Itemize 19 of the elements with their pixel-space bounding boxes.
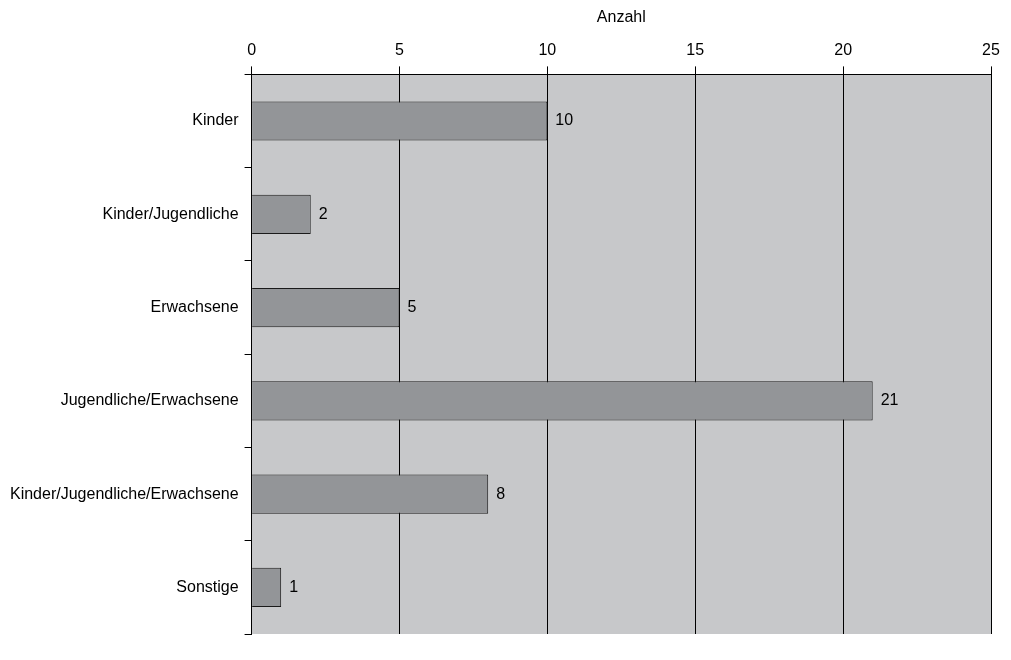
- y-tick-label: Jugendliche/Erwachsene: [60, 391, 239, 409]
- data-label: 8: [496, 484, 506, 502]
- y-tick-label: Kinder: [192, 111, 240, 129]
- x-tick-label: 15: [686, 41, 705, 59]
- y-tick-label: Kinder/Jugendliche/Erwachsene: [9, 484, 239, 502]
- data-label: 1: [289, 577, 299, 595]
- x-tick-label: 0: [247, 41, 257, 59]
- y-tick-label: Kinder/Jugendliche: [102, 204, 239, 222]
- y-tick-label: Sonstige: [176, 577, 239, 595]
- x-tick-label: 10: [538, 41, 557, 59]
- x-axis-title: Anzahl: [596, 8, 646, 26]
- x-tick-label: 25: [982, 41, 1000, 59]
- x-tick-label: 20: [834, 41, 853, 59]
- data-label: 5: [407, 297, 417, 315]
- x-tick-label: 5: [395, 41, 405, 59]
- data-label: 10: [555, 111, 574, 129]
- y-tick-label: Erwachsene: [150, 297, 239, 315]
- data-label: 21: [880, 391, 899, 409]
- data-label: 2: [318, 204, 328, 222]
